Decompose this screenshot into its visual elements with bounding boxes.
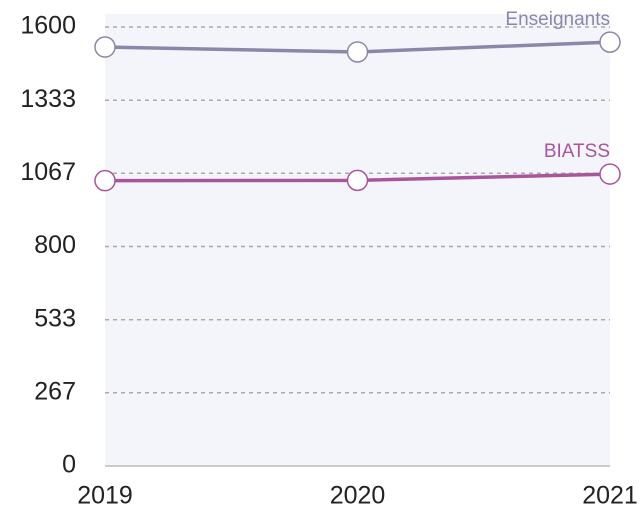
point: [94, 169, 116, 192]
y-tick-label: 533: [34, 304, 76, 332]
y-tick-label: 0: [62, 451, 76, 479]
y-tick-label: 267: [34, 377, 76, 405]
point: [94, 36, 116, 58]
point: [346, 169, 369, 192]
point: [599, 31, 621, 53]
x-tick-label: 2020: [330, 482, 386, 510]
y-tick-label: 1600: [20, 12, 76, 40]
x-tick-label: 2021: [582, 482, 638, 510]
y-tick-label: 1067: [20, 158, 76, 186]
y-tick-label: 1333: [20, 85, 76, 113]
point: [346, 41, 369, 63]
point: [599, 163, 621, 185]
plot-background: [105, 14, 610, 466]
series-label: BIATSS: [544, 141, 610, 162]
series-label: Enseignants: [505, 9, 610, 30]
y-tick-label: 800: [34, 231, 76, 259]
x-tick-label: 2019: [77, 482, 133, 510]
